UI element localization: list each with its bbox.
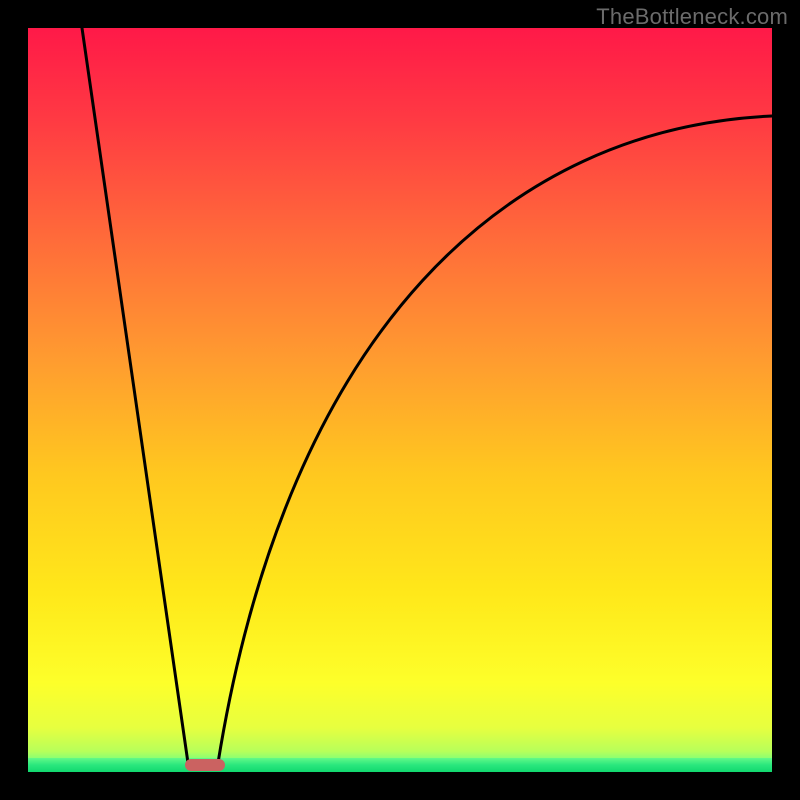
- plot-area: [28, 28, 772, 772]
- optimal-marker: [185, 759, 225, 771]
- bottleneck-curve: [28, 28, 772, 772]
- watermark-text: TheBottleneck.com: [596, 4, 788, 30]
